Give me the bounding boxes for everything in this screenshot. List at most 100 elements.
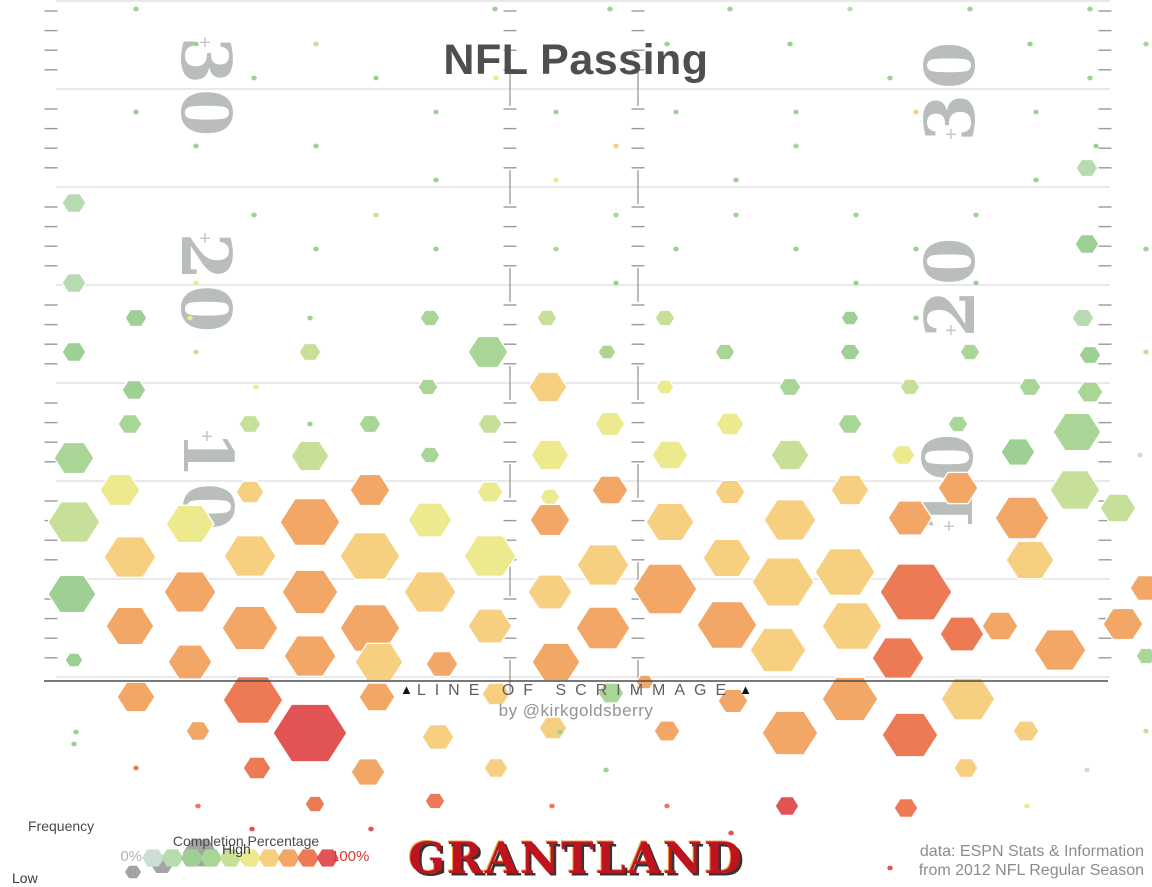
hex-bin [279, 497, 341, 547]
hex-bin [939, 616, 985, 652]
hex-bin [715, 412, 745, 436]
yard-arrow-icon: + [945, 124, 957, 146]
hex-bin [358, 682, 396, 712]
hex-bin [635, 674, 655, 690]
hex-bin [714, 479, 746, 505]
hex-bin [947, 415, 969, 433]
hex-dot [307, 315, 313, 321]
hex-bin [770, 439, 810, 471]
hex-dot [967, 6, 973, 12]
author-byline: by @kirkgoldsberry [498, 701, 654, 720]
hex-bin [61, 341, 87, 363]
hex-bin [165, 504, 215, 544]
hex-dot [1027, 41, 1033, 47]
completion-legend-max-label: 100% [331, 848, 370, 865]
hex-bin [407, 502, 453, 538]
hex-dot [492, 6, 498, 12]
hex-dot [913, 315, 919, 321]
hex-bin [653, 720, 681, 742]
completion-legend-hex [258, 849, 281, 867]
hex-dot [1143, 728, 1149, 734]
hex-bin [47, 501, 101, 543]
hex-bin [281, 569, 339, 615]
hex-bin [419, 309, 441, 327]
hex-dot [249, 826, 255, 832]
hex-bin [702, 538, 752, 578]
hex-dot [613, 212, 619, 218]
completion-legend-hex [200, 849, 223, 867]
hex-bin [121, 379, 147, 401]
hex-bin [890, 444, 916, 466]
hex-bin [222, 675, 284, 725]
hex-dot [557, 729, 563, 735]
hex-bin [879, 563, 953, 621]
hex-bin [1099, 493, 1137, 523]
hex-dot [133, 6, 139, 12]
scrimmage-arrow-right-icon: ▲ [739, 682, 753, 697]
hex-bin [839, 343, 861, 361]
hex-bin [304, 795, 326, 813]
hex-bin [871, 637, 925, 679]
hex-bin [47, 574, 97, 614]
hex-dot [307, 421, 313, 427]
hex-bin [1071, 308, 1095, 328]
hex-bin [1033, 629, 1087, 671]
hex-bin [529, 503, 571, 537]
hex-bin [185, 720, 211, 742]
hex-bin [221, 605, 279, 651]
hex-dot [193, 280, 199, 286]
hex-bin [597, 344, 617, 360]
yard-arrow-icon: + [945, 320, 957, 342]
hex-bin [575, 606, 631, 650]
page-title: NFL Passing [443, 36, 709, 84]
hex-bin [717, 688, 749, 714]
line-of-scrimmage-label: ▲ LINE OF SCRIMMAGE ▲ [0, 682, 1152, 700]
hex-bin [749, 627, 807, 673]
completion-legend-hex [277, 849, 300, 867]
yard-arrow-icon: + [201, 426, 213, 448]
hex-dot [433, 246, 439, 252]
hex-dot [603, 767, 609, 773]
hex-bin [1135, 647, 1152, 665]
hex-dot [1033, 177, 1039, 183]
hex-bin [64, 652, 84, 668]
hex-bin [632, 563, 698, 615]
hex-dot [313, 41, 319, 47]
hex-bin [830, 474, 870, 506]
hex-bin [283, 635, 337, 677]
hex-bin [761, 710, 819, 756]
hex-dot [787, 41, 793, 47]
hex-bin [223, 535, 277, 577]
completion-legend-hex [180, 849, 203, 867]
completion-legend-hex [316, 849, 339, 867]
hex-dot [733, 212, 739, 218]
hex-dot [1143, 41, 1149, 47]
hex-bin [655, 379, 675, 395]
hex-dot [373, 75, 379, 81]
hex-bin [1012, 720, 1040, 742]
hex-bin [1129, 574, 1152, 602]
hex-dot [728, 830, 734, 836]
completion-legend-hex [161, 849, 184, 867]
hex-bin [528, 371, 568, 403]
hex-dot [433, 177, 439, 183]
hex-dot [1033, 109, 1039, 115]
hex-bin [99, 473, 141, 507]
hex-bin [358, 414, 382, 434]
hex-bin [483, 757, 509, 779]
hex-bin [1052, 412, 1102, 452]
data-credit-line2: from 2012 NFL Regular Season [918, 862, 1144, 879]
hex-dot [433, 109, 439, 115]
hex-bin [654, 309, 676, 327]
hex-dot [607, 6, 613, 12]
hex-dot [251, 212, 257, 218]
hex-dot [853, 212, 859, 218]
hex-bin [899, 378, 921, 396]
hex-bin [1000, 438, 1036, 466]
hex-bin [539, 488, 561, 506]
hex-bin [235, 480, 265, 504]
hex-dot [553, 177, 559, 183]
hex-bin [167, 644, 213, 680]
hex-bin [645, 502, 695, 542]
